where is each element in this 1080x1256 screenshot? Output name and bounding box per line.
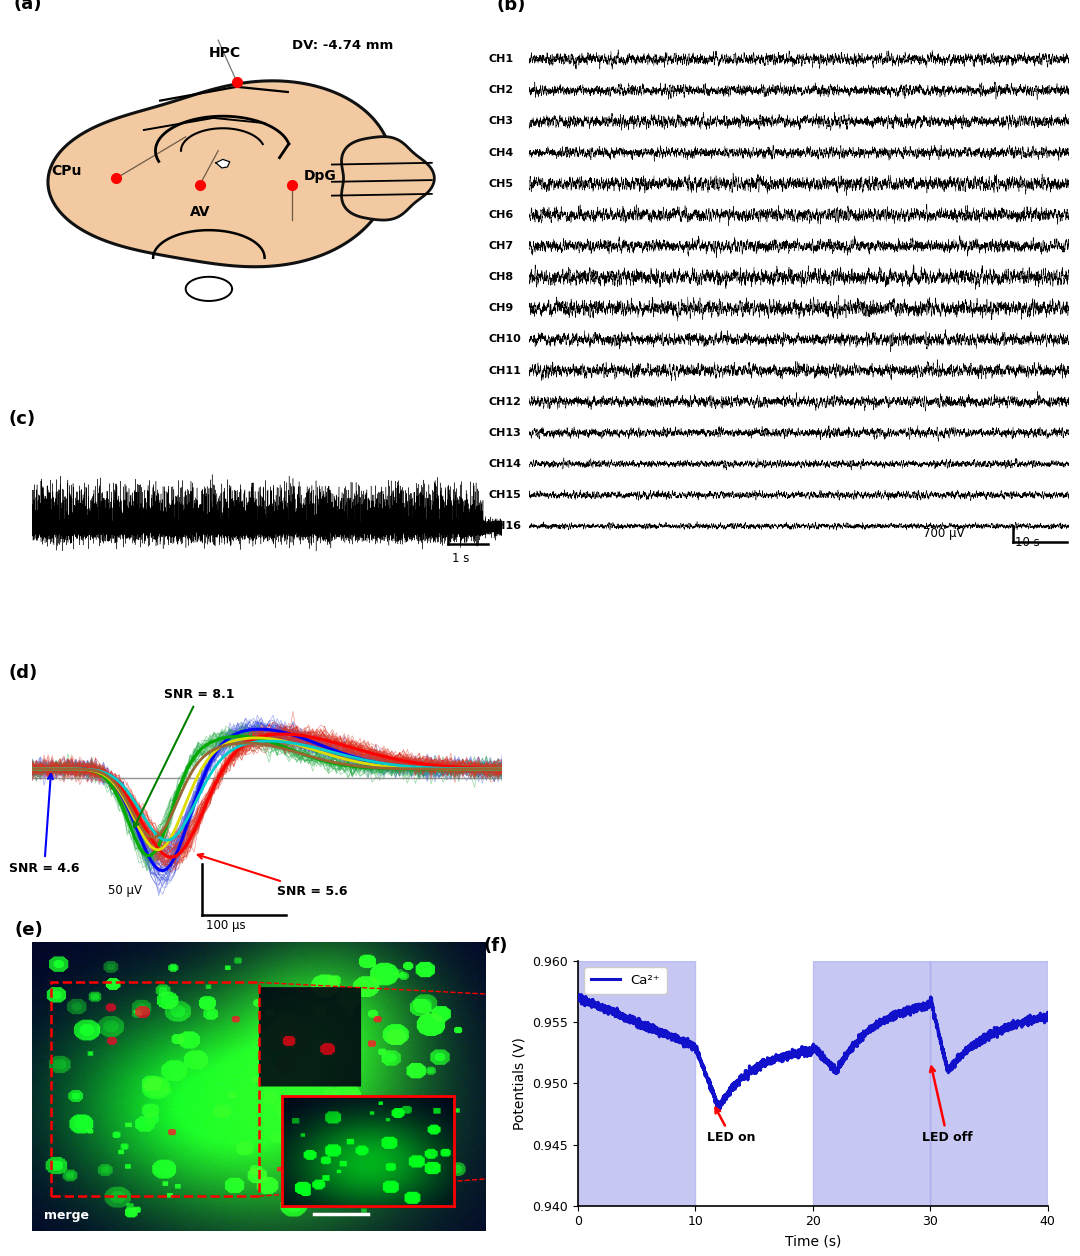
Text: SNR = 4.6: SNR = 4.6 <box>9 774 80 874</box>
Text: 200 μm: 200 μm <box>320 1189 362 1199</box>
Text: CH4: CH4 <box>489 148 514 157</box>
Text: CH11: CH11 <box>489 365 522 376</box>
Text: (f): (f) <box>484 937 509 955</box>
Text: HPC: HPC <box>208 46 241 60</box>
Text: CH10: CH10 <box>489 334 522 344</box>
Text: CH15: CH15 <box>489 490 522 500</box>
X-axis label: Time (s): Time (s) <box>784 1235 841 1248</box>
Text: merge: merge <box>43 1210 89 1222</box>
Text: 50 μV: 50 μV <box>370 521 405 534</box>
Polygon shape <box>48 80 393 266</box>
Text: 100 μs: 100 μs <box>206 919 246 932</box>
Text: LED on: LED on <box>707 1108 756 1144</box>
Text: CH1: CH1 <box>489 54 514 64</box>
Text: 700 μV: 700 μV <box>923 528 964 540</box>
Text: CH16: CH16 <box>489 521 522 531</box>
Bar <box>578 961 696 1206</box>
Text: 700 μm: 700 μm <box>105 1255 153 1256</box>
Text: CH3: CH3 <box>489 117 514 127</box>
Text: (e): (e) <box>14 921 43 938</box>
Text: CH9: CH9 <box>489 303 514 313</box>
Text: CH14: CH14 <box>489 458 522 468</box>
Bar <box>813 961 930 1206</box>
Text: (b): (b) <box>497 0 526 14</box>
Text: CH12: CH12 <box>489 397 522 407</box>
Text: CH8: CH8 <box>489 273 514 283</box>
Text: 50 μV: 50 μV <box>108 883 141 897</box>
Text: CH13: CH13 <box>489 428 522 438</box>
Bar <box>51 982 259 1196</box>
Text: LED off: LED off <box>922 1066 973 1144</box>
Text: 1 s: 1 s <box>451 551 470 565</box>
Text: DV: -4.74 mm: DV: -4.74 mm <box>293 39 394 51</box>
Y-axis label: Potentials (V): Potentials (V) <box>513 1037 527 1129</box>
Text: CH5: CH5 <box>489 178 514 188</box>
Text: CH6: CH6 <box>489 210 514 220</box>
Text: CPu: CPu <box>51 163 81 178</box>
Text: 10 s: 10 s <box>1015 536 1040 549</box>
Text: CH2: CH2 <box>489 85 514 95</box>
Text: SNR = 8.1: SNR = 8.1 <box>134 688 234 828</box>
Text: (a): (a) <box>14 0 42 13</box>
Text: (c): (c) <box>9 409 36 427</box>
Text: (d): (d) <box>9 664 38 682</box>
Text: DpG: DpG <box>305 170 337 183</box>
Bar <box>930 961 1048 1206</box>
Text: AV: AV <box>190 205 211 220</box>
Polygon shape <box>216 160 230 168</box>
Polygon shape <box>341 137 434 220</box>
Legend: Ca²⁺: Ca²⁺ <box>584 967 666 993</box>
Text: CH7: CH7 <box>489 241 514 251</box>
Text: SNR = 5.6: SNR = 5.6 <box>198 854 347 898</box>
